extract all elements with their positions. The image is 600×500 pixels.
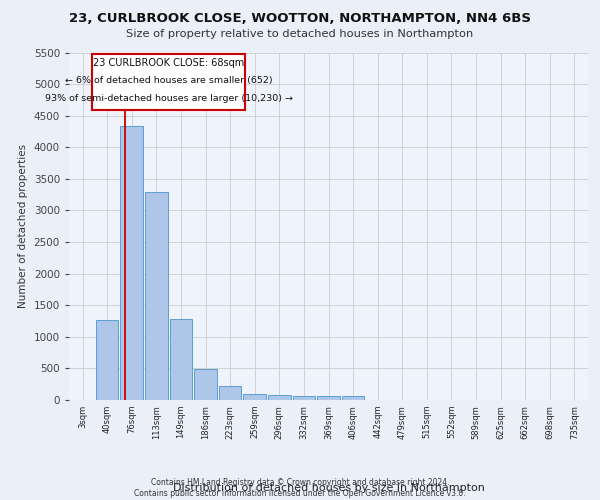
X-axis label: Distribution of detached houses by size in Northampton: Distribution of detached houses by size … <box>173 483 484 493</box>
Bar <box>293 396 315 400</box>
Text: 23, CURLBROOK CLOSE, WOOTTON, NORTHAMPTON, NN4 6BS: 23, CURLBROOK CLOSE, WOOTTON, NORTHAMPTO… <box>69 12 531 26</box>
FancyBboxPatch shape <box>92 54 245 110</box>
Bar <box>194 369 217 400</box>
Text: ← 6% of detached houses are smaller (652): ← 6% of detached houses are smaller (652… <box>65 76 272 85</box>
Bar <box>268 395 290 400</box>
Bar <box>121 126 143 400</box>
Bar <box>244 394 266 400</box>
Text: 23 CURLBROOK CLOSE: 68sqm: 23 CURLBROOK CLOSE: 68sqm <box>93 58 244 68</box>
Y-axis label: Number of detached properties: Number of detached properties <box>18 144 28 308</box>
Bar <box>96 320 118 400</box>
Bar <box>170 319 192 400</box>
Bar <box>342 396 364 400</box>
Bar <box>317 396 340 400</box>
Text: Size of property relative to detached houses in Northampton: Size of property relative to detached ho… <box>127 29 473 39</box>
Bar <box>145 192 167 400</box>
Bar <box>219 386 241 400</box>
Text: Contains HM Land Registry data © Crown copyright and database right 2024.
Contai: Contains HM Land Registry data © Crown c… <box>134 478 466 498</box>
Text: 93% of semi-detached houses are larger (10,230) →: 93% of semi-detached houses are larger (… <box>44 94 293 102</box>
